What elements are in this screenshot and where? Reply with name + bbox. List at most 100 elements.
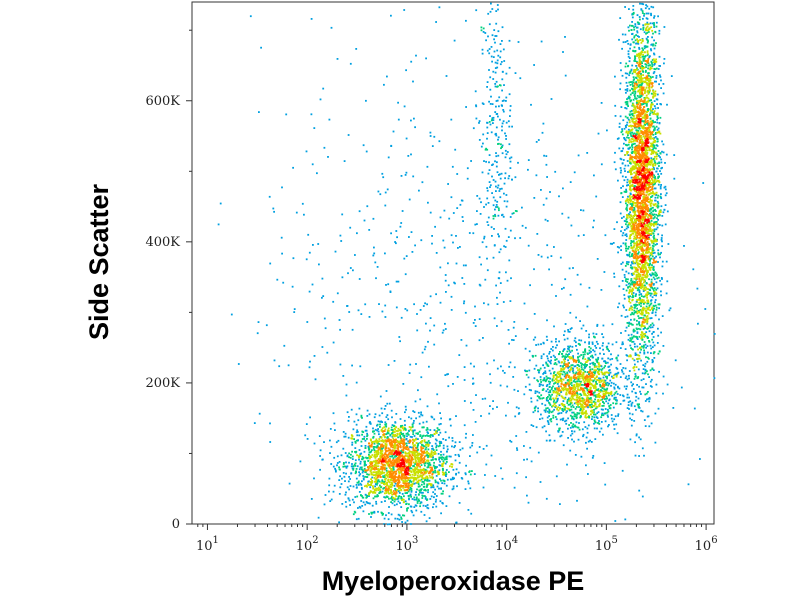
- event-point: [396, 481, 399, 484]
- event-point: [650, 48, 652, 50]
- event-point: [418, 489, 421, 492]
- event-point: [584, 426, 587, 428]
- event-point: [611, 394, 614, 397]
- event-point: [396, 503, 398, 506]
- event-point: [635, 395, 638, 398]
- event-point: [383, 408, 386, 410]
- event-point: [590, 401, 593, 404]
- event-point: [384, 468, 386, 471]
- event-point: [361, 469, 364, 471]
- event-point: [396, 453, 399, 455]
- event-point: [581, 377, 584, 379]
- event-point: [551, 393, 553, 396]
- event-point: [556, 392, 559, 395]
- event-point: [551, 386, 553, 389]
- event-point: [385, 469, 388, 472]
- event-point: [569, 434, 572, 437]
- event-point: [410, 446, 413, 449]
- event-point: [563, 338, 566, 341]
- event-point: [366, 496, 368, 498]
- event-point: [550, 359, 552, 362]
- event-point: [342, 463, 345, 465]
- event-point: [380, 468, 382, 470]
- event-point: [391, 493, 394, 496]
- event-point: [651, 195, 654, 197]
- event-point: [380, 465, 383, 468]
- event-point: [578, 365, 581, 368]
- event-point: [386, 462, 388, 464]
- event-point: [584, 341, 586, 344]
- event-point: [585, 441, 587, 444]
- event-point: [397, 468, 400, 471]
- event-point: [650, 207, 653, 210]
- event-point: [650, 26, 653, 29]
- event-point: [565, 419, 568, 422]
- event-point: [546, 377, 549, 380]
- event-point: [427, 452, 430, 454]
- event-point: [634, 60, 637, 62]
- event-point: [577, 397, 580, 399]
- event-point: [632, 108, 635, 111]
- event-point: [637, 52, 640, 55]
- event-point: [427, 507, 430, 510]
- event-point: [425, 486, 428, 488]
- event-point: [372, 491, 374, 494]
- event-point: [461, 447, 464, 450]
- event-point: [585, 378, 588, 381]
- event-point: [420, 460, 422, 462]
- event-point: [597, 393, 600, 396]
- event-point: [628, 374, 630, 377]
- event-point: [433, 465, 436, 468]
- event-point: [561, 365, 564, 368]
- event-point: [545, 407, 548, 410]
- event-point: [407, 490, 410, 493]
- event-point: [360, 414, 363, 417]
- event-point: [562, 350, 564, 353]
- event-point: [568, 353, 570, 355]
- event-point: [619, 171, 622, 174]
- event-point: [649, 260, 651, 262]
- event-point: [390, 489, 392, 492]
- event-point: [422, 504, 425, 507]
- event-point: [634, 277, 637, 280]
- event-point: [652, 331, 655, 334]
- event-point: [391, 491, 393, 494]
- event-point: [547, 377, 550, 379]
- event-point: [634, 39, 637, 42]
- event-point: [650, 385, 653, 388]
- event-point: [654, 243, 657, 246]
- event-point: [433, 496, 435, 499]
- event-point: [547, 365, 550, 367]
- event-point: [403, 434, 406, 437]
- event-point: [555, 397, 557, 400]
- event-point: [574, 407, 577, 410]
- event-point: [571, 411, 574, 414]
- event-point: [650, 222, 653, 225]
- event-point: [595, 407, 598, 409]
- event-point: [645, 4, 647, 6]
- event-point: [543, 366, 546, 369]
- event-point: [556, 391, 559, 394]
- event-point: [409, 440, 412, 442]
- event-point: [347, 436, 350, 439]
- event-point: [381, 480, 384, 482]
- event-point: [430, 453, 433, 456]
- event-point: [575, 406, 578, 408]
- event-point: [405, 448, 407, 450]
- event-point: [387, 479, 389, 482]
- event-point: [395, 458, 398, 461]
- event-point: [395, 444, 397, 447]
- event-point: [392, 493, 395, 495]
- event-point: [582, 371, 585, 374]
- event-point: [387, 438, 390, 440]
- event-point: [388, 523, 391, 526]
- event-point: [386, 474, 389, 477]
- event-point: [600, 369, 603, 371]
- event-point: [403, 501, 405, 503]
- event-point: [414, 449, 416, 452]
- event-point: [608, 350, 610, 352]
- event-point: [421, 474, 424, 477]
- event-point: [410, 467, 413, 470]
- event-point: [591, 393, 594, 396]
- event-point: [567, 398, 570, 401]
